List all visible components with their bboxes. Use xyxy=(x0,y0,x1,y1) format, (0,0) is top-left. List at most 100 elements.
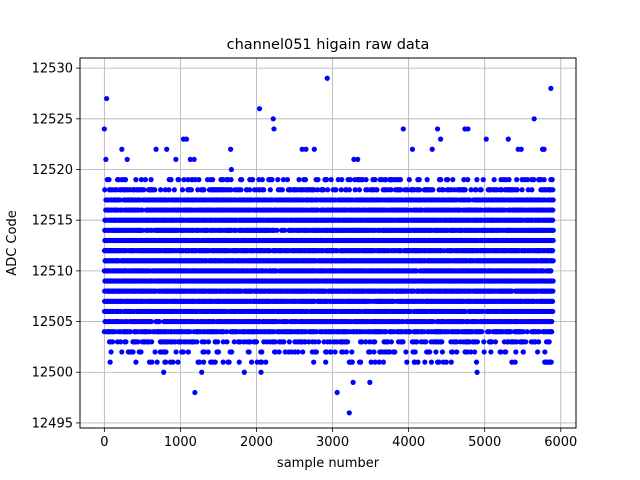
data-point xyxy=(478,187,484,193)
data-point xyxy=(162,187,168,193)
data-point xyxy=(352,187,358,193)
data-point xyxy=(152,187,158,193)
data-point xyxy=(356,187,362,193)
data-point xyxy=(525,177,531,183)
data-point xyxy=(117,197,123,203)
data-point xyxy=(474,177,480,183)
data-point xyxy=(491,177,497,183)
data-point xyxy=(473,187,479,193)
data-point xyxy=(541,177,547,183)
data-point xyxy=(168,177,174,183)
data-point xyxy=(320,187,327,193)
data-point xyxy=(550,197,556,203)
data-point xyxy=(210,177,216,183)
data-point xyxy=(468,187,474,193)
plot-area xyxy=(79,57,577,429)
data-point xyxy=(196,177,202,183)
data-point xyxy=(238,187,244,193)
data-point xyxy=(201,187,207,193)
data-point xyxy=(328,177,334,183)
data-point xyxy=(372,177,378,183)
data-point xyxy=(315,177,321,183)
data-point xyxy=(141,187,147,193)
data-point xyxy=(302,177,309,183)
data-point xyxy=(280,177,286,183)
data-point xyxy=(550,258,556,264)
data-point xyxy=(549,177,555,183)
data-point xyxy=(181,177,187,183)
data-point xyxy=(424,177,430,183)
data-point xyxy=(274,227,280,233)
data-point xyxy=(450,177,456,183)
data-point xyxy=(550,248,556,254)
data-point xyxy=(462,187,468,193)
data-point xyxy=(529,187,535,193)
data-point xyxy=(506,177,512,183)
data-point xyxy=(179,187,186,193)
data-point xyxy=(261,187,267,193)
data-point xyxy=(267,187,273,193)
data-point xyxy=(550,227,556,233)
data-point xyxy=(315,187,321,193)
data-point xyxy=(176,177,182,183)
data-point xyxy=(514,187,520,193)
data-point xyxy=(220,177,226,183)
data-point xyxy=(139,207,145,213)
data-point xyxy=(467,197,473,203)
data-point xyxy=(383,177,389,183)
data-point xyxy=(406,177,412,183)
data-point xyxy=(445,177,451,183)
data-point xyxy=(166,187,172,193)
data-point xyxy=(519,187,525,193)
data-point xyxy=(363,177,369,183)
data-point xyxy=(259,177,265,183)
data-point xyxy=(279,187,286,193)
data-point xyxy=(398,187,404,193)
data-point xyxy=(550,217,556,223)
data-point xyxy=(185,177,191,183)
data-point xyxy=(171,187,177,193)
data-point xyxy=(374,187,380,193)
data-point xyxy=(158,187,164,193)
data-point xyxy=(338,187,344,193)
data-point xyxy=(440,187,446,193)
data-point xyxy=(550,288,556,294)
data-point xyxy=(284,177,291,183)
data-point xyxy=(514,177,520,183)
data-point xyxy=(548,268,554,274)
data-point xyxy=(275,177,281,183)
data-point xyxy=(247,187,253,193)
data-point xyxy=(195,187,201,193)
data-point xyxy=(239,177,245,183)
data-point xyxy=(250,177,256,183)
data-point xyxy=(188,187,195,193)
data-point xyxy=(417,187,423,193)
data-point xyxy=(465,177,471,183)
data-point xyxy=(550,207,556,213)
data-point xyxy=(106,177,112,183)
data-point xyxy=(102,187,108,193)
data-point xyxy=(148,177,154,183)
data-point xyxy=(461,177,467,183)
data-point xyxy=(339,177,345,183)
data-point xyxy=(324,177,330,183)
data-point xyxy=(138,177,145,183)
data-point xyxy=(333,187,339,193)
data-point xyxy=(550,278,556,284)
data-point xyxy=(531,177,537,183)
data-point xyxy=(499,187,505,193)
data-point xyxy=(325,187,331,193)
data-point xyxy=(430,187,436,193)
data-points xyxy=(101,75,556,416)
data-point xyxy=(346,187,353,193)
data-point xyxy=(480,177,486,183)
data-point xyxy=(550,237,556,244)
data-point xyxy=(550,187,556,193)
data-point xyxy=(142,177,149,183)
data-point xyxy=(416,177,422,183)
data-point xyxy=(228,187,234,193)
data-point xyxy=(438,177,444,183)
data-point xyxy=(269,177,275,183)
data-point xyxy=(388,187,394,193)
